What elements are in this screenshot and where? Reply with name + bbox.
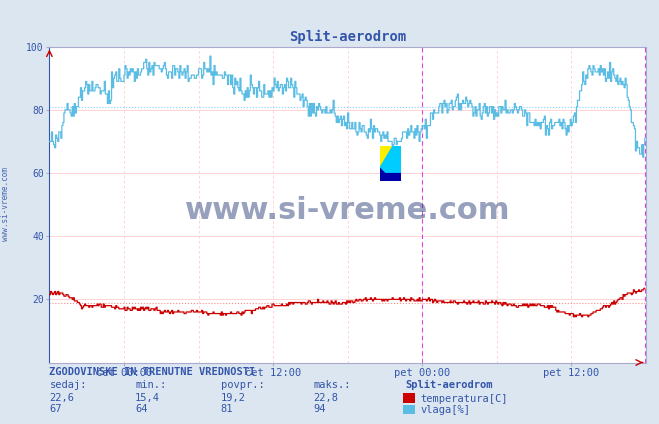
Text: www.si-vreme.com: www.si-vreme.com [185, 196, 510, 226]
Text: temperatura[C]: temperatura[C] [420, 393, 508, 404]
Text: Split-aerodrom: Split-aerodrom [405, 380, 493, 390]
Text: maks.:: maks.: [313, 380, 351, 390]
Text: 94: 94 [313, 404, 326, 414]
Title: Split-aerodrom: Split-aerodrom [289, 30, 406, 44]
Text: vlaga[%]: vlaga[%] [420, 405, 471, 415]
Text: 67: 67 [49, 404, 62, 414]
Text: 15,4: 15,4 [135, 393, 160, 403]
Text: 22,6: 22,6 [49, 393, 74, 403]
Text: sedaj:: sedaj: [49, 380, 87, 390]
Text: 64: 64 [135, 404, 148, 414]
Text: min.:: min.: [135, 380, 166, 390]
Text: povpr.:: povpr.: [221, 380, 264, 390]
Text: 81: 81 [221, 404, 233, 414]
Polygon shape [380, 146, 393, 167]
Text: ZGODOVINSKE IN TRENUTNE VREDNOSTI: ZGODOVINSKE IN TRENUTNE VREDNOSTI [49, 367, 256, 377]
Polygon shape [380, 146, 401, 172]
Text: 22,8: 22,8 [313, 393, 338, 403]
Text: www.si-vreme.com: www.si-vreme.com [1, 167, 10, 240]
Text: 19,2: 19,2 [221, 393, 246, 403]
